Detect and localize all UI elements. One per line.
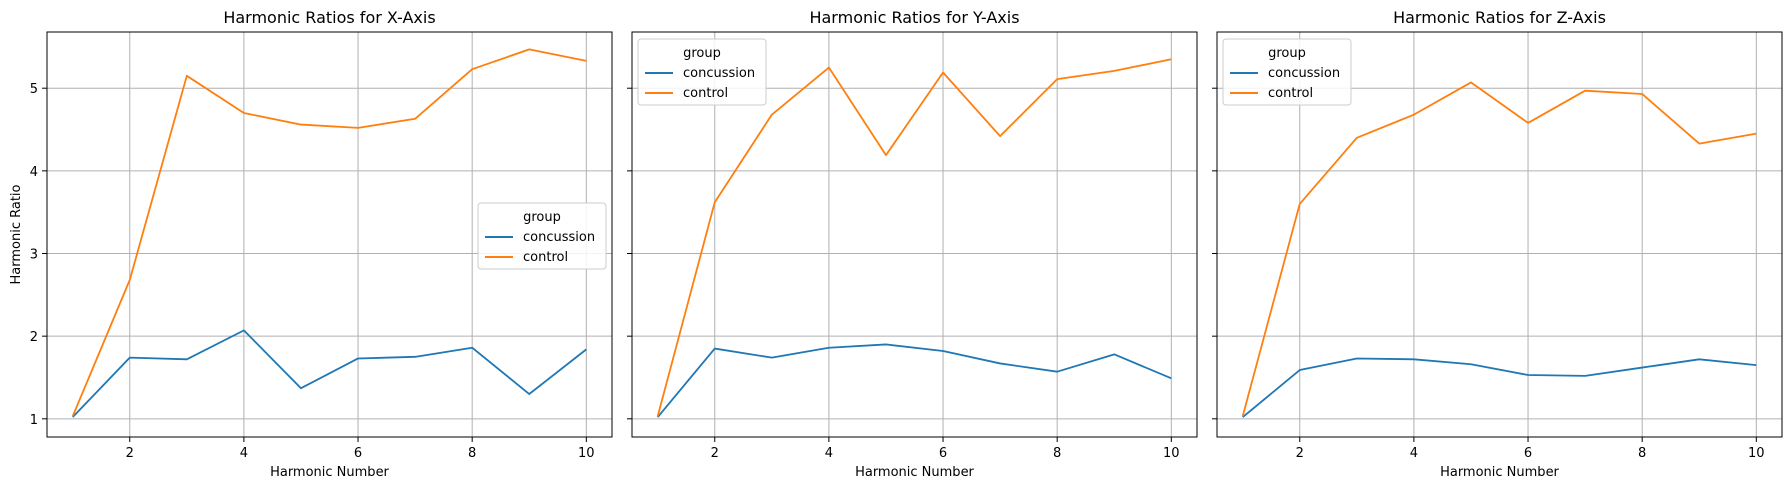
x-axis-label: Harmonic Number xyxy=(855,465,974,480)
x-tick-label: 4 xyxy=(1410,446,1418,461)
chart-panel-2: 2 4 6 8 10 Harmonic Ratios for Y-Axis Harmonic… xyxy=(627,8,1198,480)
series-line-concussion xyxy=(656,343,1172,418)
x-tick-label: 8 xyxy=(1638,446,1646,461)
legend-box xyxy=(637,38,767,106)
y-tick-label: 4 xyxy=(30,165,38,180)
legend-title: group xyxy=(523,210,561,225)
legend: group concussion control xyxy=(477,202,607,270)
chart-title: Harmonic Ratios for X-Axis xyxy=(223,8,435,27)
x-tick-label: 8 xyxy=(1053,446,1061,461)
legend-entry-concussion: concussion xyxy=(683,66,755,81)
legend-box xyxy=(1222,38,1352,106)
x-tick-label: 4 xyxy=(825,446,833,461)
x-axis-label: Harmonic Number xyxy=(270,465,389,480)
chart-panel-3: 2 4 6 8 10 Harmonic Ratios for Z-Axis Harmonic… xyxy=(1212,8,1783,480)
series-line-control xyxy=(71,48,587,417)
y-axis-label: Harmonic Ratio xyxy=(9,184,24,284)
legend-box xyxy=(477,202,607,270)
x-tick-label: 8 xyxy=(468,446,476,461)
legend-title: group xyxy=(1268,46,1306,61)
series-line-concussion xyxy=(1242,357,1757,418)
series-line-control xyxy=(1241,81,1757,417)
chart-title: Harmonic Ratios for Z-Axis xyxy=(1393,8,1606,27)
legend-title: group xyxy=(683,46,721,61)
x-tick-label: 6 xyxy=(939,446,947,461)
series-line-control xyxy=(656,58,1172,417)
legend-entry-control: control xyxy=(523,250,568,265)
y-tick-label: 5 xyxy=(30,82,38,97)
y-tick-label: 2 xyxy=(30,330,38,345)
x-tick-label: 6 xyxy=(1524,446,1532,461)
x-tick-label: 10 xyxy=(1748,446,1765,461)
series-line-concussion xyxy=(72,329,587,418)
x-axis-label: Harmonic Number xyxy=(1440,465,1559,480)
axes-frame xyxy=(46,31,613,438)
legend-entry-control: control xyxy=(1268,86,1313,101)
legend-entry-concussion: concussion xyxy=(1268,66,1340,81)
x-tick-label: 2 xyxy=(126,446,134,461)
y-tick-label: 1 xyxy=(30,413,38,428)
x-tick-label: 10 xyxy=(1163,446,1180,461)
x-tick-label: 2 xyxy=(711,446,719,461)
x-tick-label: 2 xyxy=(1296,446,1304,461)
legend: group concussion control xyxy=(637,38,767,106)
x-tick-label: 10 xyxy=(578,446,595,461)
x-tick-label: 4 xyxy=(240,446,248,461)
legend-entry-control: control xyxy=(683,86,728,101)
legend: group concussion control xyxy=(1222,38,1352,106)
x-tick-label: 6 xyxy=(354,446,362,461)
legend-entry-concussion: concussion xyxy=(523,230,595,245)
y-tick-label: 3 xyxy=(30,248,38,263)
axes-frame xyxy=(1216,31,1783,438)
axes-frame xyxy=(631,31,1198,438)
chart-title: Harmonic Ratios for Y-Axis xyxy=(809,8,1019,27)
